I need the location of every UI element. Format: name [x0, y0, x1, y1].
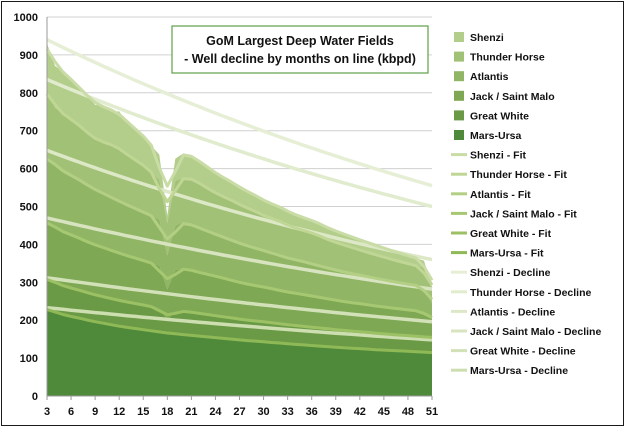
legend-label: Jack / Saint Malo - Decline [470, 326, 601, 338]
decline-lines-layer [46, 38, 433, 342]
x-tick-label: 30 [257, 406, 269, 418]
y-tick-label: 700 [20, 126, 38, 138]
legend-label: Shenzi - Decline [470, 267, 551, 279]
legend-label: Great White - Decline [470, 346, 576, 358]
legend-label: Thunder Horse [470, 52, 545, 64]
legend-label: Shenzi - Fit [470, 150, 527, 162]
x-tick-label: 45 [378, 406, 390, 418]
legend-swatch [454, 130, 464, 140]
x-tick-label: 33 [282, 406, 294, 418]
legend-label: Mars-Ursa - Decline [470, 365, 568, 377]
legend-label: Jack / Saint Malo [470, 91, 555, 103]
y-tick-label: 300 [20, 277, 38, 289]
fit-line-jack-saint-malo [46, 221, 433, 319]
x-tick-label: 3 [44, 406, 50, 418]
legend-label: Great White - Fit [470, 228, 552, 240]
y-tick-label: 800 [20, 88, 38, 100]
fit-line-great-white [46, 278, 433, 339]
x-tick-label: 24 [209, 406, 222, 418]
legend-label: Mars-Ursa [470, 130, 522, 142]
fit-line-thunder-horse [45, 92, 434, 286]
x-tick-label: 51 [426, 406, 438, 418]
area-series-thunder-horse [47, 89, 432, 304]
x-tick-label: 48 [402, 406, 414, 418]
decline-line-great-white-decline [46, 276, 433, 324]
x-tick-label: 9 [92, 406, 98, 418]
area-series-atlantis [47, 157, 432, 320]
x-tick-label: 27 [233, 406, 245, 418]
legend-label: Jack / Saint Malo - Fit [470, 208, 577, 220]
x-tick-label: 12 [113, 406, 125, 418]
legend-label: Great White [470, 110, 529, 122]
legend-label: Shenzi [470, 32, 504, 44]
area-layer [47, 43, 432, 396]
decline-line-shenzi-decline [46, 38, 433, 188]
legend-label: Atlantis - Fit [470, 189, 531, 201]
y-tick-label: 1000 [14, 12, 38, 24]
decline-line-atlantis-decline [46, 148, 433, 262]
legend-swatch [454, 32, 464, 42]
decline-line-mars-ursa-decline [46, 305, 433, 342]
y-tick-label: 0 [32, 391, 38, 403]
decline-line-jack-saint-malo-decline [46, 216, 433, 291]
decline-line-thunder-horse-decline [46, 77, 433, 209]
legend-label: Mars-Ursa - Fit [470, 248, 544, 260]
legend-label: Thunder Horse - Fit [470, 169, 567, 181]
x-tick-label: 42 [354, 406, 366, 418]
legend-swatch [454, 71, 464, 82]
x-tick-label: 21 [185, 406, 197, 418]
y-tick-label: 100 [20, 353, 38, 365]
x-tick-label: 39 [330, 406, 342, 418]
chart-title-line-1: GoM Largest Deep Water Fields [206, 34, 394, 48]
chart-title-line-2: - Well decline by months on line (kbpd) [184, 52, 416, 66]
fit-lines-layer [45, 48, 434, 355]
x-tick-label: 15 [137, 406, 149, 418]
fit-line-mars-ursa [46, 308, 433, 355]
x-tick-label: 6 [68, 406, 74, 418]
legend-swatch [454, 51, 464, 62]
legend-label: Thunder Horse - Decline [470, 287, 592, 299]
legend-swatch [454, 90, 464, 101]
legend-label: Atlantis [470, 71, 509, 83]
y-tick-label: 200 [20, 315, 38, 327]
legend: Shenzi Thunder Horse Atlantis Jack / Saint … [451, 32, 601, 377]
fit-line-atlantis [46, 157, 434, 301]
area-series-jack-saint-malo [47, 221, 432, 338]
y-tick-label: 400 [20, 239, 38, 251]
y-tick-label: 500 [20, 202, 38, 214]
y-tick-label: 900 [20, 50, 38, 62]
y-tick-label: 600 [20, 164, 38, 176]
legend-swatch [454, 110, 464, 121]
x-tick-label: 18 [161, 406, 173, 418]
x-tick-label: 36 [306, 406, 318, 418]
fit-line-shenzi [45, 48, 434, 282]
chart-title-box: GoM Largest Deep Water Fields - Well dec… [171, 25, 429, 74]
legend-label: Atlantis - Decline [470, 306, 555, 318]
